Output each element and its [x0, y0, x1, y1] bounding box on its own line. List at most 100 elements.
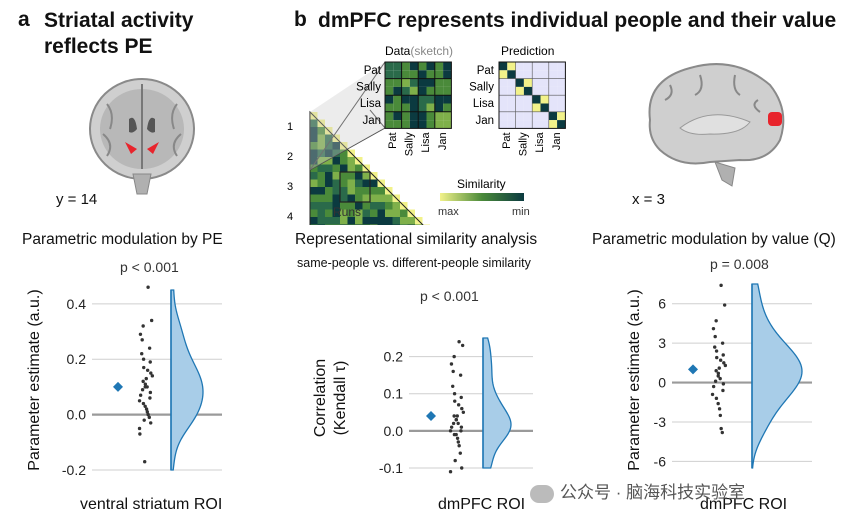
mean-marker [426, 411, 436, 421]
data-point [141, 379, 145, 384]
data-point [454, 432, 458, 437]
panel-c-xlabel: dmPFC ROI [700, 496, 788, 513]
run-matrix-cell [355, 172, 363, 180]
data-matrix-cell [409, 86, 419, 96]
prediction-matrix-cell [540, 86, 549, 96]
data-point [147, 415, 151, 420]
data-point [456, 403, 461, 407]
data-matrix-cell [443, 70, 452, 79]
run-matrix-cell [332, 224, 340, 225]
run-matrix-cell [355, 164, 363, 172]
prediction-matrix-cell [523, 111, 533, 121]
run-matrix-cell [310, 217, 318, 225]
panel-b-xlabel: dmPFC ROI [438, 496, 526, 513]
prediction-matrix-cell [532, 62, 541, 71]
run-labels: 11223344 [287, 121, 293, 223]
y-tick-label: 0.4 [67, 296, 87, 312]
data-matrix-cell [443, 120, 452, 129]
run-matrix-zoom-box [339, 171, 371, 203]
violin-density [170, 289, 204, 471]
run-matrix-cell [310, 157, 318, 165]
run-matrix-cell [325, 202, 333, 210]
data-matrix-cell [418, 103, 427, 112]
data-matrix-cell [443, 95, 452, 104]
prediction-matrix-cell [515, 62, 524, 71]
data-point [721, 353, 725, 357]
run-matrix-cell [370, 202, 378, 210]
panel-a-ylabel: Parameter estimate (a.u.) [26, 289, 43, 471]
data-point [452, 414, 456, 418]
panel-c-pvalue: p = 0.008 [710, 256, 769, 272]
data-point [141, 324, 145, 328]
data-matrix-cell [393, 78, 402, 87]
person-label-rotated: Sally [518, 132, 530, 156]
prediction-matrix-cell [557, 103, 566, 112]
run-matrix-cell [325, 142, 333, 150]
prediction-matrix-cell [532, 86, 541, 96]
data-point [720, 430, 724, 435]
y-tick-label: -0.2 [62, 462, 86, 478]
data-matrix-cell [409, 62, 419, 71]
prediction-matrix-cell [515, 86, 524, 96]
run-y-tick: 1 [287, 121, 293, 133]
data-point [137, 426, 142, 431]
prediction-matrix-cell [499, 70, 508, 79]
data-matrix-cell [418, 95, 427, 104]
prediction-matrix-cell [515, 70, 524, 79]
prediction-matrix-cell [499, 62, 508, 71]
data-point [145, 385, 149, 389]
run-matrix-cell [347, 202, 355, 210]
data-matrix-cell [426, 86, 435, 96]
data-matrix-cell [434, 111, 444, 121]
run-matrix-cell [385, 224, 393, 225]
run-matrix-cell [385, 194, 393, 202]
person-label-rotated: Pat [387, 132, 399, 149]
people-labels-data: Pat Sally Lisa Jan [356, 65, 382, 127]
data-point [144, 376, 148, 381]
similarity-min-label: min [512, 206, 530, 218]
person-label: Lisa [473, 98, 495, 110]
run-matrix-cell [317, 187, 325, 195]
panel-b-ylabel-line1: Correlation [312, 358, 329, 438]
prediction-matrix-cell [557, 120, 566, 129]
run-matrix-cell [310, 119, 318, 127]
data-matrix-cell [385, 111, 394, 121]
run-matrix-cell [332, 209, 340, 217]
data-matrix-cell [393, 120, 402, 129]
run-matrix-cell [347, 209, 355, 217]
run-matrix-cell [325, 217, 333, 225]
data-matrix-cell [393, 95, 402, 104]
prediction-matrix-cell [540, 103, 549, 112]
run-matrix-cell [340, 209, 348, 217]
data-matrix-cell [418, 86, 427, 96]
run-matrix-cell [385, 202, 393, 210]
prediction-matrix-cell [557, 86, 566, 96]
prediction-matrix-cell [507, 120, 516, 129]
data-matrix-cell [393, 111, 402, 121]
run-matrix-cell [317, 164, 325, 172]
prediction-matrix-cell [548, 70, 558, 79]
run-matrix-cell [407, 217, 415, 225]
run-matrix-cell [310, 187, 318, 195]
prediction-matrix-cell [532, 70, 541, 79]
data-point [448, 470, 453, 474]
run-matrix-cell [362, 224, 370, 225]
run-matrix-cell [310, 127, 318, 135]
data-point [722, 303, 727, 307]
plot-b: -0.1 0.0 0.1 0.2 [379, 337, 533, 476]
zoom-lines [309, 61, 386, 171]
data-point [143, 404, 147, 409]
data-matrix-cell [385, 86, 394, 96]
data-point [140, 351, 144, 356]
data-point [456, 440, 461, 444]
run-matrix-cell [332, 157, 340, 165]
prediction-matrix-cell [507, 95, 516, 104]
prediction-matrix-cell [532, 78, 541, 87]
run-matrix-cell [340, 202, 348, 210]
person-label: Sally [356, 82, 381, 94]
prediction-matrix-cell [540, 111, 549, 121]
panel-c-brain-label: x = 3 [632, 191, 665, 208]
data-matrix-cell [385, 103, 394, 112]
data-point [138, 432, 142, 436]
person-label-rotated: Jan [551, 132, 563, 150]
